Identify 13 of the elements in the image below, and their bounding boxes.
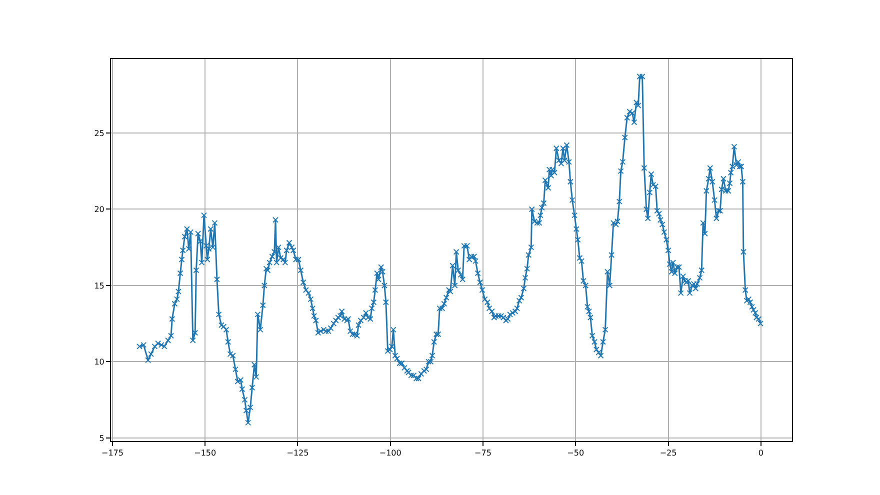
x-tick-label: −50 xyxy=(567,448,584,458)
y-tick-label: 5 xyxy=(99,434,104,443)
y-tick-label: 10 xyxy=(94,358,104,366)
x-tick-label: −125 xyxy=(286,448,309,458)
x-tick-label: −175 xyxy=(101,448,124,458)
y-tick-label: 15 xyxy=(94,281,104,290)
x-tick-label: −75 xyxy=(474,448,492,458)
x-tick-label: −100 xyxy=(379,448,402,458)
y-tick-label: 20 xyxy=(94,205,104,214)
x-tick-label: −25 xyxy=(660,448,677,458)
x-tick-label: −150 xyxy=(194,448,216,458)
y-tick-label: 25 xyxy=(94,128,104,138)
x-tick-label: 0 xyxy=(758,448,764,458)
